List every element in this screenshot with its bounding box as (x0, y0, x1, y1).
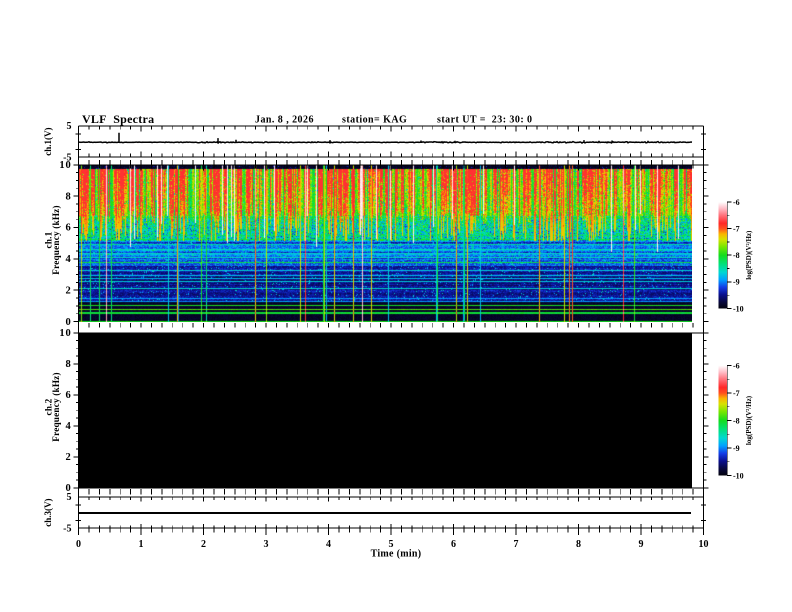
svg-text:Frequency (kHz): Frequency (kHz) (51, 205, 61, 274)
svg-text:station= KAG: station= KAG (342, 115, 407, 126)
svg-text:-7: -7 (733, 224, 740, 233)
svg-text:1: 1 (139, 539, 144, 550)
svg-text:9: 9 (639, 539, 644, 550)
svg-text:5: 5 (67, 492, 72, 503)
svg-text:log(PSD)(V²/Hz): log(PSD)(V²/Hz) (745, 395, 753, 445)
svg-text:2: 2 (201, 539, 206, 550)
svg-text:6: 6 (65, 223, 71, 234)
svg-text:8: 8 (65, 359, 71, 370)
svg-text:Jan. 8 , 2026: Jan. 8 , 2026 (255, 115, 314, 126)
svg-text:ch.1(V): ch.1(V) (43, 127, 53, 155)
svg-text:3: 3 (264, 539, 269, 550)
svg-text:8: 8 (576, 539, 581, 550)
svg-text:-6: -6 (733, 198, 740, 207)
svg-text:6: 6 (65, 390, 71, 401)
svg-text:-9: -9 (733, 444, 740, 453)
svg-text:-9: -9 (733, 278, 740, 287)
svg-text:ch.2: ch.2 (44, 398, 54, 415)
svg-text:-8: -8 (733, 416, 740, 425)
svg-text:ch.3(V): ch.3(V) (43, 498, 53, 526)
svg-text:2: 2 (65, 285, 71, 296)
svg-text:log(PSD)(V²/Hz): log(PSD)(V²/Hz) (745, 230, 753, 280)
svg-text:5: 5 (67, 121, 72, 132)
svg-text:6: 6 (451, 539, 456, 550)
svg-text:7: 7 (514, 539, 519, 550)
svg-text:-8: -8 (733, 251, 740, 260)
svg-text:4: 4 (65, 254, 71, 265)
svg-text:ch.1: ch.1 (44, 231, 54, 248)
svg-text:10: 10 (59, 328, 71, 339)
svg-text:4: 4 (65, 421, 71, 432)
svg-text:2: 2 (65, 452, 71, 463)
svg-text:0: 0 (65, 483, 71, 494)
svg-text:4: 4 (326, 539, 331, 550)
svg-text:-5: -5 (63, 152, 71, 163)
svg-text:10: 10 (699, 539, 709, 550)
svg-text:-7: -7 (733, 389, 740, 398)
svg-text:start UT = 23: 30: 0: start UT = 23: 30: 0 (437, 115, 533, 126)
svg-text:5: 5 (389, 539, 394, 550)
svg-text:0: 0 (76, 539, 81, 550)
svg-text:-10: -10 (733, 471, 744, 480)
svg-text:-5: -5 (63, 523, 71, 534)
svg-text:-6: -6 (733, 361, 740, 370)
svg-text:Time (min): Time (min) (371, 549, 422, 560)
svg-text:-10: -10 (733, 304, 744, 313)
svg-text:Frequency (kHz): Frequency (kHz) (51, 372, 61, 441)
svg-text:VLF Spectra: VLF Spectra (82, 112, 154, 126)
svg-text:10: 10 (59, 160, 71, 171)
svg-text:8: 8 (65, 191, 71, 202)
svg-text:0: 0 (65, 317, 71, 328)
